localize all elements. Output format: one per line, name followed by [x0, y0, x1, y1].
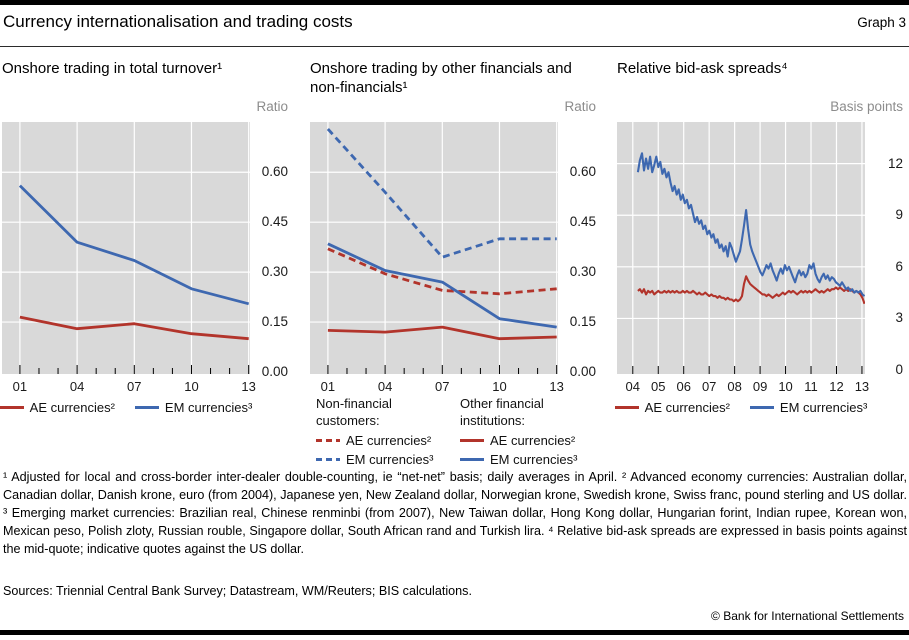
page-title: Currency internationalisation and tradin…: [3, 12, 353, 31]
x-tick-label: 11: [804, 379, 818, 394]
legend-swatch-solid: [460, 458, 484, 461]
y-tick-label: 0.60: [261, 164, 288, 180]
legend-item: AE currencies²: [0, 400, 115, 415]
x-tick-label: 04: [377, 379, 393, 394]
x-tick-label: 08: [727, 379, 742, 394]
series-line: [19, 315, 249, 341]
legend-label: AE currencies²: [490, 433, 576, 448]
legend-group: Other financial institutions: AE currenci…: [460, 395, 598, 467]
legend-item: AE currencies²: [614, 400, 730, 415]
top-rule: [0, 0, 909, 5]
legend-label: EM currencies³: [779, 400, 868, 415]
legend-label: EM currencies³: [346, 452, 434, 467]
legend: AE currencies² EM currencies³: [0, 400, 253, 415]
x-tick-label: 13: [549, 379, 564, 394]
y-tick-label: 12: [887, 155, 903, 171]
y-axis-unit-label: Basis points: [830, 99, 903, 114]
x-tick-label: 06: [676, 379, 691, 394]
panel-title: Onshore trading by other financials and …: [310, 60, 572, 96]
legend-item: EM currencies³: [134, 400, 253, 415]
y-tick-label: 0.60: [569, 164, 596, 180]
legend-group-heading: Other financial institutions:: [460, 396, 544, 428]
x-tick-label: 10: [492, 379, 507, 394]
y-tick-label: 0.30: [569, 264, 596, 280]
series-line: [327, 242, 557, 329]
legend-label: AE currencies²: [346, 433, 432, 448]
legend-label: EM currencies³: [164, 400, 253, 415]
plot-area: 0.00 0.15 0.30 0.45 0.60 01 04 07 10 13: [310, 122, 598, 412]
legend-swatch-solid: [134, 406, 159, 409]
y-tick-label: 3: [895, 310, 903, 326]
y-tick-label: 9: [895, 207, 903, 223]
legend: AE currencies² EM currencies³: [614, 400, 868, 415]
x-tick-label: 13: [241, 379, 256, 394]
legend-label: AE currencies²: [644, 400, 730, 415]
x-tick-label: 01: [12, 379, 28, 394]
y-tick-label: 0.00: [569, 364, 596, 379]
y-tick-label: 6: [895, 258, 903, 274]
legend-swatch-solid: [460, 439, 484, 442]
chart-canvas: [310, 122, 558, 374]
legend-label: AE currencies²: [29, 400, 115, 415]
panel-title: Onshore trading in total turnover¹: [2, 60, 223, 77]
panel-onshore-other-financials: Onshore trading by other financials and …: [310, 55, 598, 475]
y-tick-label: 0: [895, 362, 903, 378]
y-axis-unit-label: Ratio: [256, 99, 288, 114]
y-tick-label: 0.30: [261, 264, 288, 280]
header-divider: [0, 46, 909, 47]
series-line: [637, 275, 865, 305]
footnotes-text: ¹ Adjusted for local and cross-border in…: [3, 470, 907, 557]
panel-bid-ask-spreads: Relative bid-ask spreads⁴ Basis points 0…: [614, 55, 905, 475]
plot-area: 0.00 0.15 0.30 0.45 0.60 01 04 07 10 13: [2, 122, 290, 412]
panel-title: Relative bid-ask spreads⁴: [617, 60, 788, 77]
legend-item: AE currencies²: [316, 433, 454, 448]
series-line: [327, 325, 557, 341]
x-tick-label: 10: [184, 379, 199, 394]
sources-line: Sources: Triennial Central Bank Survey; …: [3, 584, 472, 598]
legend-swatch-dashed: [316, 458, 340, 461]
legend-label: EM currencies³: [490, 452, 578, 467]
y-tick-label: 0.15: [261, 314, 288, 330]
y-tick-label: 0.45: [569, 214, 596, 230]
series-line: [18, 184, 250, 306]
x-tick-label: 07: [127, 379, 142, 394]
y-tick-label: 0.15: [569, 314, 596, 330]
x-tick-label: 09: [752, 379, 768, 394]
legend-swatch-solid: [614, 406, 639, 409]
x-tick-label: 01: [320, 379, 336, 394]
bottom-rule: [0, 630, 909, 635]
legend-swatch-solid: [0, 406, 24, 409]
chart-canvas: [617, 122, 865, 374]
legend-group-heading: Non-financial customers:: [316, 396, 392, 428]
legend-item: EM currencies³: [749, 400, 868, 415]
panel-onshore-total-turnover: Onshore trading in total turnover¹ Ratio…: [0, 55, 290, 475]
x-tick-label: 13: [854, 379, 870, 394]
x-tick-label: 05: [651, 379, 666, 394]
legend-swatch-solid: [749, 406, 774, 409]
series-line: [327, 247, 557, 296]
series-line: [636, 152, 865, 297]
x-tick-label: 07: [701, 379, 717, 394]
legend-swatch-dashed: [316, 439, 340, 442]
x-tick-label: 04: [625, 379, 641, 394]
plot-area: 0 3 6 9 12 04 05 06 07 08 09 10 11 12 13: [617, 122, 905, 412]
legend-item: EM currencies³: [460, 452, 598, 467]
x-tick-label: 10: [778, 379, 793, 394]
graph-number-label: Graph 3: [857, 15, 906, 30]
legend-item: EM currencies³: [316, 452, 454, 467]
chart-canvas: [2, 122, 250, 374]
copyright-notice: © Bank for International Settlements: [711, 609, 904, 623]
legend-group: Non-financial customers: AE currencies² EM…: [316, 395, 454, 467]
x-tick-label: 12: [829, 379, 844, 394]
legend-item: AE currencies²: [460, 433, 598, 448]
y-axis-unit-label: Ratio: [564, 99, 596, 114]
x-tick-label: 07: [435, 379, 450, 394]
y-tick-label: 0.00: [261, 364, 288, 379]
y-tick-label: 0.45: [261, 214, 288, 230]
x-tick-label: 04: [69, 379, 85, 394]
